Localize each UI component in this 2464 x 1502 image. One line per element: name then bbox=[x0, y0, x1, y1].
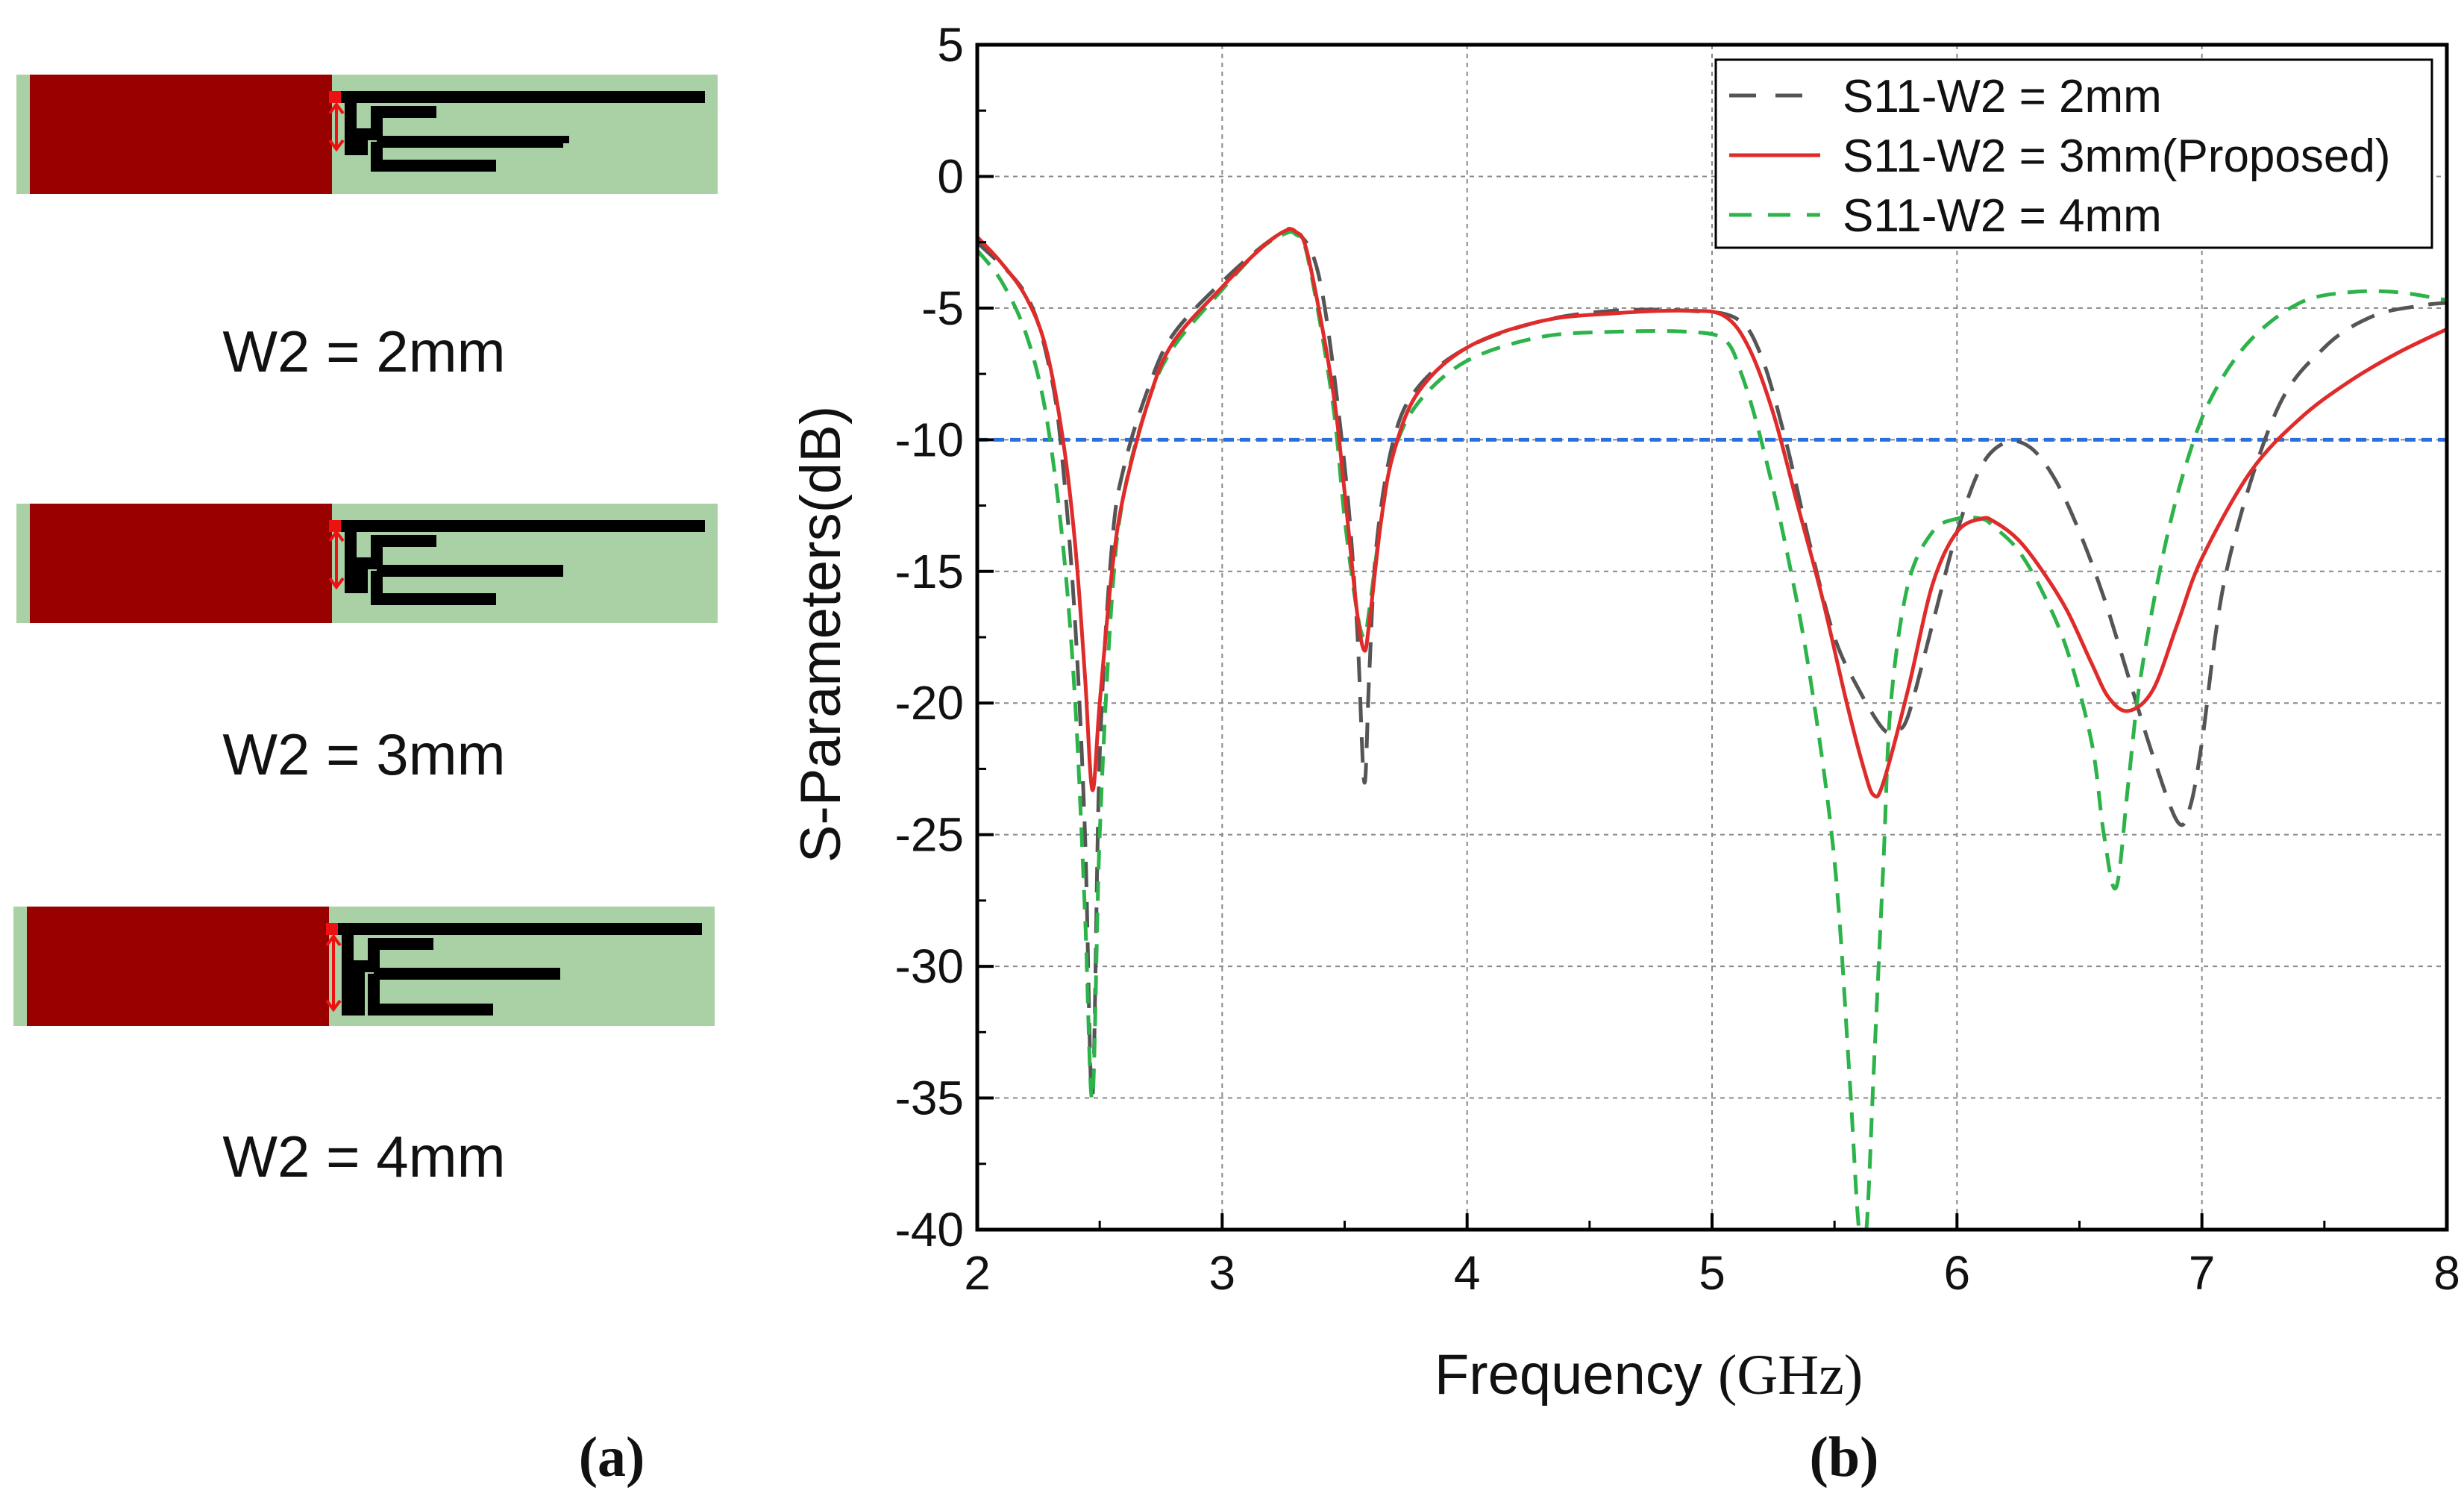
meander-strips bbox=[341, 91, 705, 172]
x-tick-label: 6 bbox=[1944, 1246, 1971, 1300]
feed-point bbox=[329, 91, 341, 103]
x-tick-label: 4 bbox=[1454, 1246, 1481, 1300]
caption-w2-4mm: W2 = 4mm bbox=[222, 1124, 505, 1189]
antenna-w2-2mm bbox=[16, 75, 718, 194]
panel-a-label: (a) bbox=[579, 1426, 645, 1489]
legend: S11-W2 = 2mm S11-W2 = 3mm(Proposed) S11-W2… bbox=[1714, 58, 2433, 249]
y-tick-label: -35 bbox=[895, 1071, 965, 1125]
feed-point bbox=[326, 923, 338, 935]
x-tick-label: 3 bbox=[1209, 1246, 1236, 1300]
y-axis-label: S-Parameters(dB) bbox=[789, 406, 853, 863]
y-tick-label: 5 bbox=[937, 18, 964, 72]
antenna-w2-4mm bbox=[13, 907, 715, 1026]
feed-arrow bbox=[325, 933, 342, 1013]
x-tick-label: 2 bbox=[964, 1246, 991, 1300]
ground-patch bbox=[30, 504, 332, 623]
caption-w2-2mm: W2 = 2mm bbox=[222, 319, 505, 384]
series-line-s11-w2-3mm-proposed- bbox=[977, 227, 2447, 799]
panel-b-label: (b) bbox=[1810, 1426, 1879, 1489]
y-tick-label: -5 bbox=[921, 281, 964, 335]
antenna-w2-3mm bbox=[16, 504, 718, 623]
ground-patch bbox=[27, 907, 329, 1026]
legend-label: S11-W2 = 2mm bbox=[1843, 71, 2162, 122]
legend-label: S11-W2 = 4mm bbox=[1843, 190, 2162, 242]
x-axis-label: Frequency (GHz) bbox=[1435, 1343, 1863, 1406]
y-tick-labels: 5 0 -5 -10 -15 -20 -25 -30 -35 -40 bbox=[895, 18, 965, 1257]
series-line-s11-w2-4mm bbox=[977, 230, 2447, 1230]
series-group bbox=[977, 227, 2447, 1230]
x-axis-label-unit: (GHz) bbox=[1718, 1344, 1863, 1406]
caption-w2-3mm: W2 = 3mm bbox=[222, 722, 505, 787]
panel-a: W2 = 2mm W2 = 3mm W2 = 4mm (a) bbox=[13, 75, 718, 1489]
y-tick-label: -30 bbox=[895, 939, 965, 993]
y-tick-label: -40 bbox=[895, 1203, 965, 1257]
x-tick-label: 8 bbox=[2433, 1246, 2460, 1300]
axis-ticks bbox=[976, 43, 2448, 1231]
y-tick-label: -20 bbox=[895, 676, 965, 730]
ground-patch bbox=[30, 75, 332, 194]
feed-arrow bbox=[328, 101, 345, 152]
y-tick-label: -25 bbox=[895, 808, 965, 862]
y-tick-label: 0 bbox=[937, 149, 964, 203]
meander-strips bbox=[341, 520, 705, 605]
legend-box bbox=[1714, 58, 2433, 249]
x-tick-label: 7 bbox=[2189, 1246, 2216, 1300]
y-tick-label: -15 bbox=[895, 545, 965, 598]
meander-strips bbox=[338, 923, 702, 1016]
legend-label: S11-W2 = 3mm(Proposed) bbox=[1843, 131, 2391, 182]
panel-b: 2 3 4 5 6 7 8 5 0 -5 -10 -15 -20 -25 -30 -35 -40 Freque… bbox=[789, 18, 2460, 1489]
feed-arrow bbox=[328, 529, 345, 590]
y-tick-label: -10 bbox=[895, 413, 965, 466]
feed-point bbox=[329, 520, 341, 532]
x-tick-labels: 2 3 4 5 6 7 8 bbox=[964, 1246, 2460, 1300]
x-tick-label: 5 bbox=[1699, 1246, 1725, 1300]
x-axis-label-main: Frequency bbox=[1435, 1343, 1718, 1406]
